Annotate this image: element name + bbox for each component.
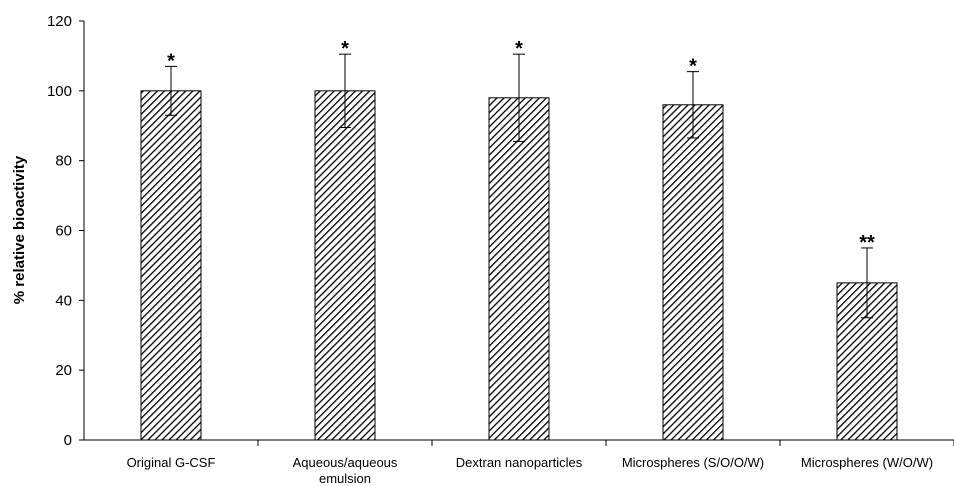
significance-annotation: * — [341, 38, 349, 60]
significance-annotation: * — [515, 38, 523, 60]
category-labels: Original G-CSF Aqueous/aqueous emulsion Dex… — [127, 455, 934, 486]
x-category-label: Microspheres (S/O/O/W) — [622, 455, 764, 470]
bar — [662, 104, 724, 441]
y-axis-title: % relative bioactivity — [11, 155, 28, 304]
y-tick-label: 100 — [47, 83, 72, 100]
x-category-label: Original G-CSF — [127, 455, 216, 470]
bar — [140, 90, 202, 441]
significance-annotation: * — [689, 56, 697, 78]
y-tick-label: 40 — [55, 292, 72, 309]
y-tick-label: 120 — [47, 13, 72, 30]
x-category-label: Microspheres (W/O/W) — [801, 455, 933, 470]
bars — [140, 90, 898, 441]
x-category-label: Aqueous/aqueous emulsion — [293, 455, 398, 486]
significance-annotation: * — [167, 50, 175, 72]
bar — [314, 90, 376, 441]
y-tick-label: 60 — [55, 223, 72, 240]
x-ticks — [257, 440, 954, 446]
x-category-label: Dextran nanoparticles — [456, 455, 583, 470]
error-bars — [165, 53, 873, 319]
significance-annotation: ** — [859, 232, 875, 254]
annotations: ** **** — [167, 38, 875, 254]
y-tick-label: 80 — [55, 153, 72, 170]
y-tick-label: 20 — [55, 362, 72, 379]
bar — [488, 97, 550, 441]
y-ticks: 0 20 40 60 80 100 120 — [47, 13, 84, 449]
y-tick-label: 0 — [64, 432, 72, 449]
